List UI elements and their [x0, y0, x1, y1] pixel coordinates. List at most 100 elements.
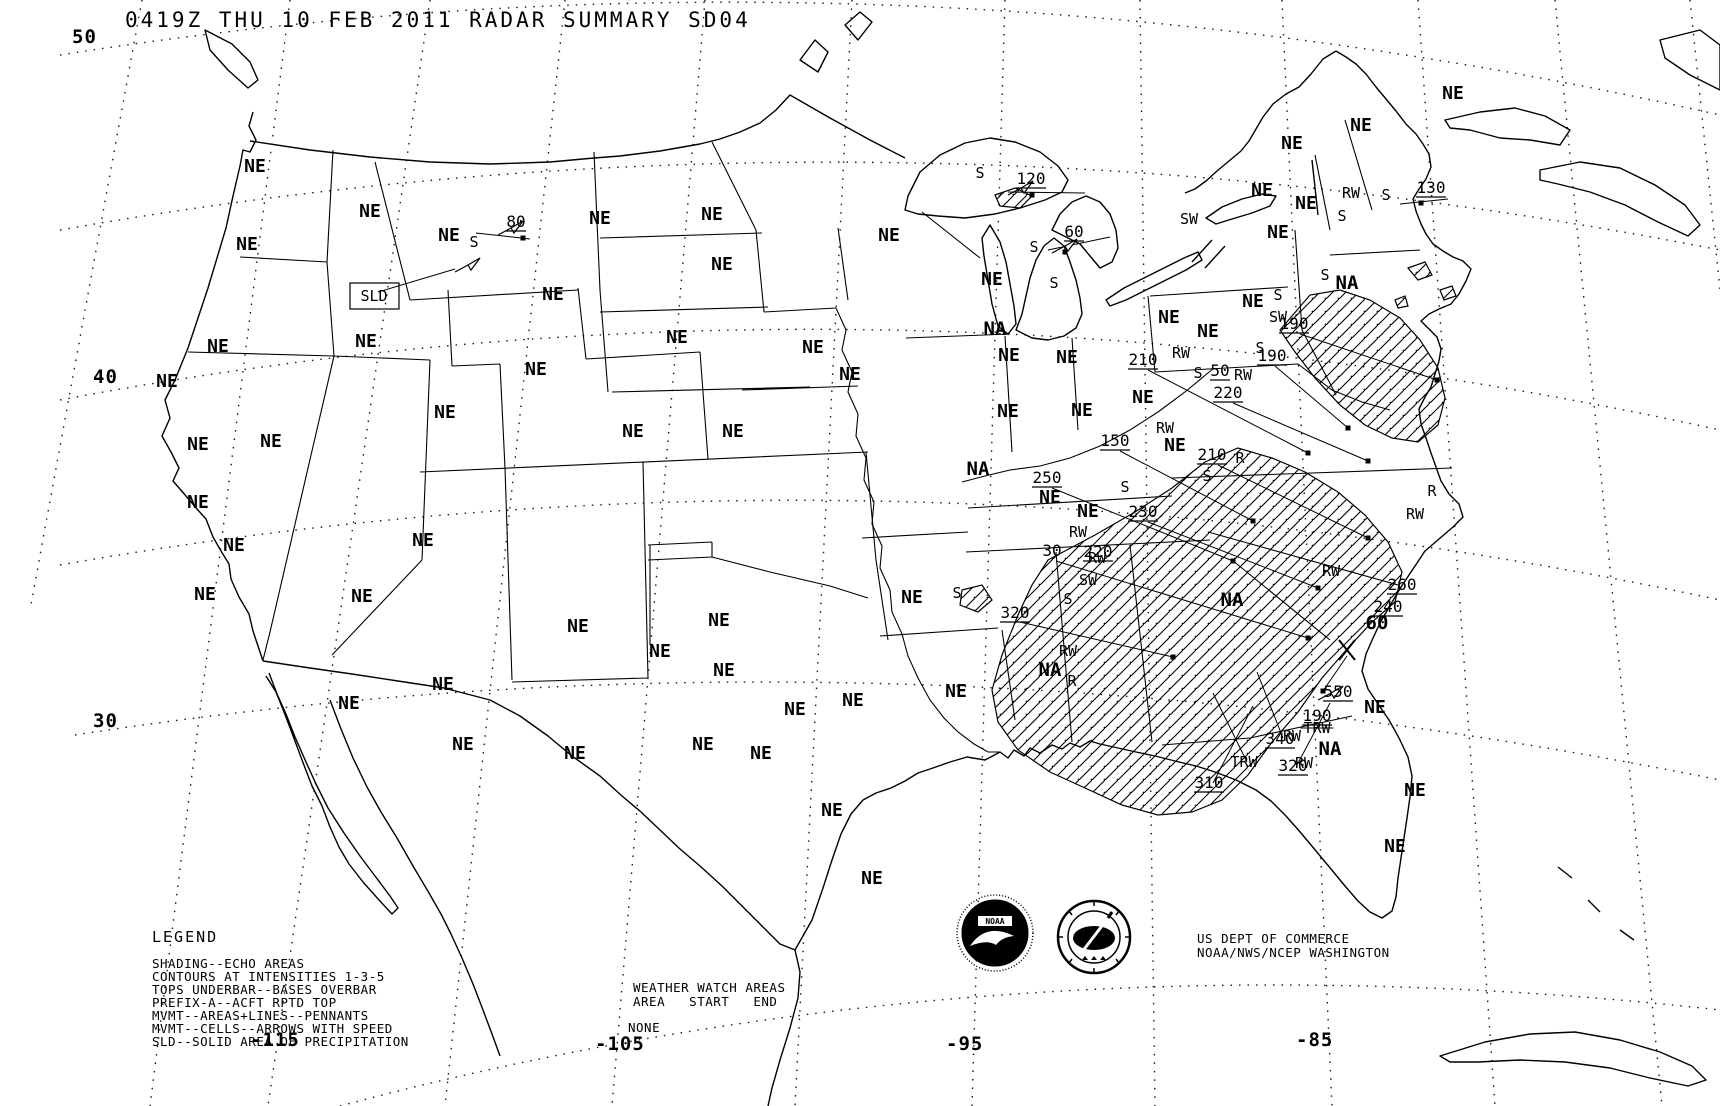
- ne-label: NE: [998, 345, 1020, 366]
- movement-line: [1256, 671, 1284, 739]
- ne-label: NE: [1364, 697, 1386, 718]
- precip-type-label: S: [1320, 266, 1329, 284]
- precip-type-label: NA: [1319, 738, 1342, 760]
- ne-label: NE: [260, 431, 282, 452]
- precip-type-label: S: [975, 164, 984, 182]
- precip-type-label: NA: [1336, 272, 1359, 294]
- precip-type-label: RW: [1069, 523, 1088, 541]
- ne-label: NE: [821, 800, 843, 821]
- cell-dot: [1345, 425, 1351, 431]
- legend-line-mvmt-cells: MVMT--CELLS--ARROWS WITH SPEED: [152, 1021, 393, 1036]
- ne-label: NE: [1039, 487, 1061, 508]
- ne-label: NE: [722, 421, 744, 442]
- echo-top-label: 550: [1324, 682, 1353, 701]
- precip-type-label: RW: [1406, 505, 1425, 523]
- movement-line: [1119, 450, 1254, 522]
- echo-top-label: 230: [1129, 502, 1158, 521]
- legend-line-prefix: PREFIX-A--ACFT RPTD TOP: [152, 995, 337, 1010]
- lat-label-50: 50: [72, 26, 97, 48]
- ne-label: NE: [412, 530, 434, 551]
- watch-areas-none: NONE: [628, 1020, 661, 1035]
- ne-label: NE: [1281, 133, 1303, 154]
- legend-line-contours: CONTOURS AT INTENSITIES 1-3-5: [152, 969, 385, 984]
- ne-label: NE: [567, 616, 589, 637]
- movement-line: [1047, 236, 1111, 251]
- echo-top-label: 210: [1198, 445, 1227, 464]
- precip-type-label: SW: [1269, 308, 1288, 326]
- movement-line: [1399, 198, 1449, 205]
- precip-type-label: S: [1255, 339, 1264, 357]
- cell-dot: [520, 235, 526, 241]
- echo-top-label: 220: [1084, 542, 1113, 561]
- echo-area: [1439, 285, 1457, 301]
- state-boundaries: [187, 119, 1453, 753]
- echo-top-label: 310: [1195, 773, 1224, 792]
- precip-type-label: RW: [1088, 549, 1107, 567]
- ne-label: NE: [784, 699, 806, 720]
- ne-label: NE: [1242, 291, 1264, 312]
- echo-top-label: 260: [1388, 575, 1417, 594]
- cell-dot: [1250, 518, 1256, 524]
- precip-type-label: RW: [1172, 344, 1191, 362]
- pennant-icon: [1007, 180, 1034, 196]
- cell-dot: [1305, 635, 1311, 641]
- echo-area: [1406, 261, 1433, 281]
- precip-type-label: SW: [1079, 571, 1098, 589]
- movement-line: [1147, 521, 1319, 589]
- ne-label: NE: [750, 743, 772, 764]
- nws-logo: [1056, 899, 1132, 975]
- ne-label: NE: [1267, 222, 1289, 243]
- precip-type-label: RW: [1322, 562, 1341, 580]
- echo-top-label: 320: [1001, 603, 1030, 622]
- ne-label: NE: [1158, 307, 1180, 328]
- ne-label: NE: [1350, 115, 1372, 136]
- legend-heading: LEGEND: [152, 928, 219, 946]
- ne-label: NE: [1164, 435, 1186, 456]
- ne-label: NE: [359, 201, 381, 222]
- ne-label: NE: [839, 364, 861, 385]
- svg-text:NOAA: NOAA: [985, 917, 1004, 926]
- ne-label: NE: [901, 587, 923, 608]
- ne-label: NE: [564, 743, 586, 764]
- ne-label: NE: [351, 586, 373, 607]
- cell-dot: [1365, 458, 1371, 464]
- ne-label: NE: [1132, 387, 1154, 408]
- ne-label: NE: [878, 225, 900, 246]
- credit-dept: US DEPT OF COMMERCE: [1197, 931, 1350, 946]
- movement-line: [377, 268, 456, 293]
- ne-label: NE: [802, 337, 824, 358]
- echo-area: [994, 187, 1034, 209]
- precip-type-label: SW: [1180, 210, 1199, 228]
- precip-type-label: RW: [1156, 419, 1175, 437]
- precip-type-label: NA: [967, 458, 990, 480]
- echo-top-label: 250: [1033, 468, 1062, 487]
- cell-dot: [1365, 535, 1371, 541]
- cell-dot: [1434, 377, 1440, 383]
- lat-label-40: 40: [93, 366, 118, 388]
- precip-type-label: RW: [1342, 184, 1361, 202]
- precip-type-label: NA: [1221, 589, 1244, 611]
- ne-label: NE: [842, 690, 864, 711]
- echo-top-label: 320: [1279, 756, 1308, 775]
- movement-line: [1212, 692, 1248, 763]
- precip-type-label: S: [1273, 286, 1282, 304]
- precip-type-label: R: [1235, 449, 1245, 467]
- pennant-icon: [1051, 238, 1078, 254]
- precip-type-label: S: [1337, 207, 1346, 225]
- echo-top-label: 220: [1214, 383, 1243, 402]
- echo-top-label: 150: [1101, 431, 1130, 450]
- echo-top-label: 210: [1129, 350, 1158, 369]
- cell-dot: [1230, 558, 1236, 564]
- ne-label: NE: [156, 371, 178, 392]
- echo-top-label: 50: [1210, 361, 1229, 380]
- ne-label: NE: [589, 208, 611, 229]
- cell-x-icon: [1338, 639, 1356, 661]
- echo-top-label: 80: [506, 212, 525, 231]
- coastlines: [161, 11, 1720, 1106]
- ne-label: NE: [1251, 180, 1273, 201]
- echo-top-label: 240: [1374, 597, 1403, 616]
- ne-label: NE: [1384, 836, 1406, 857]
- ne-label: NE: [701, 204, 723, 225]
- echo-top-label: 340: [1266, 729, 1295, 748]
- ne-label: NE: [1071, 400, 1093, 421]
